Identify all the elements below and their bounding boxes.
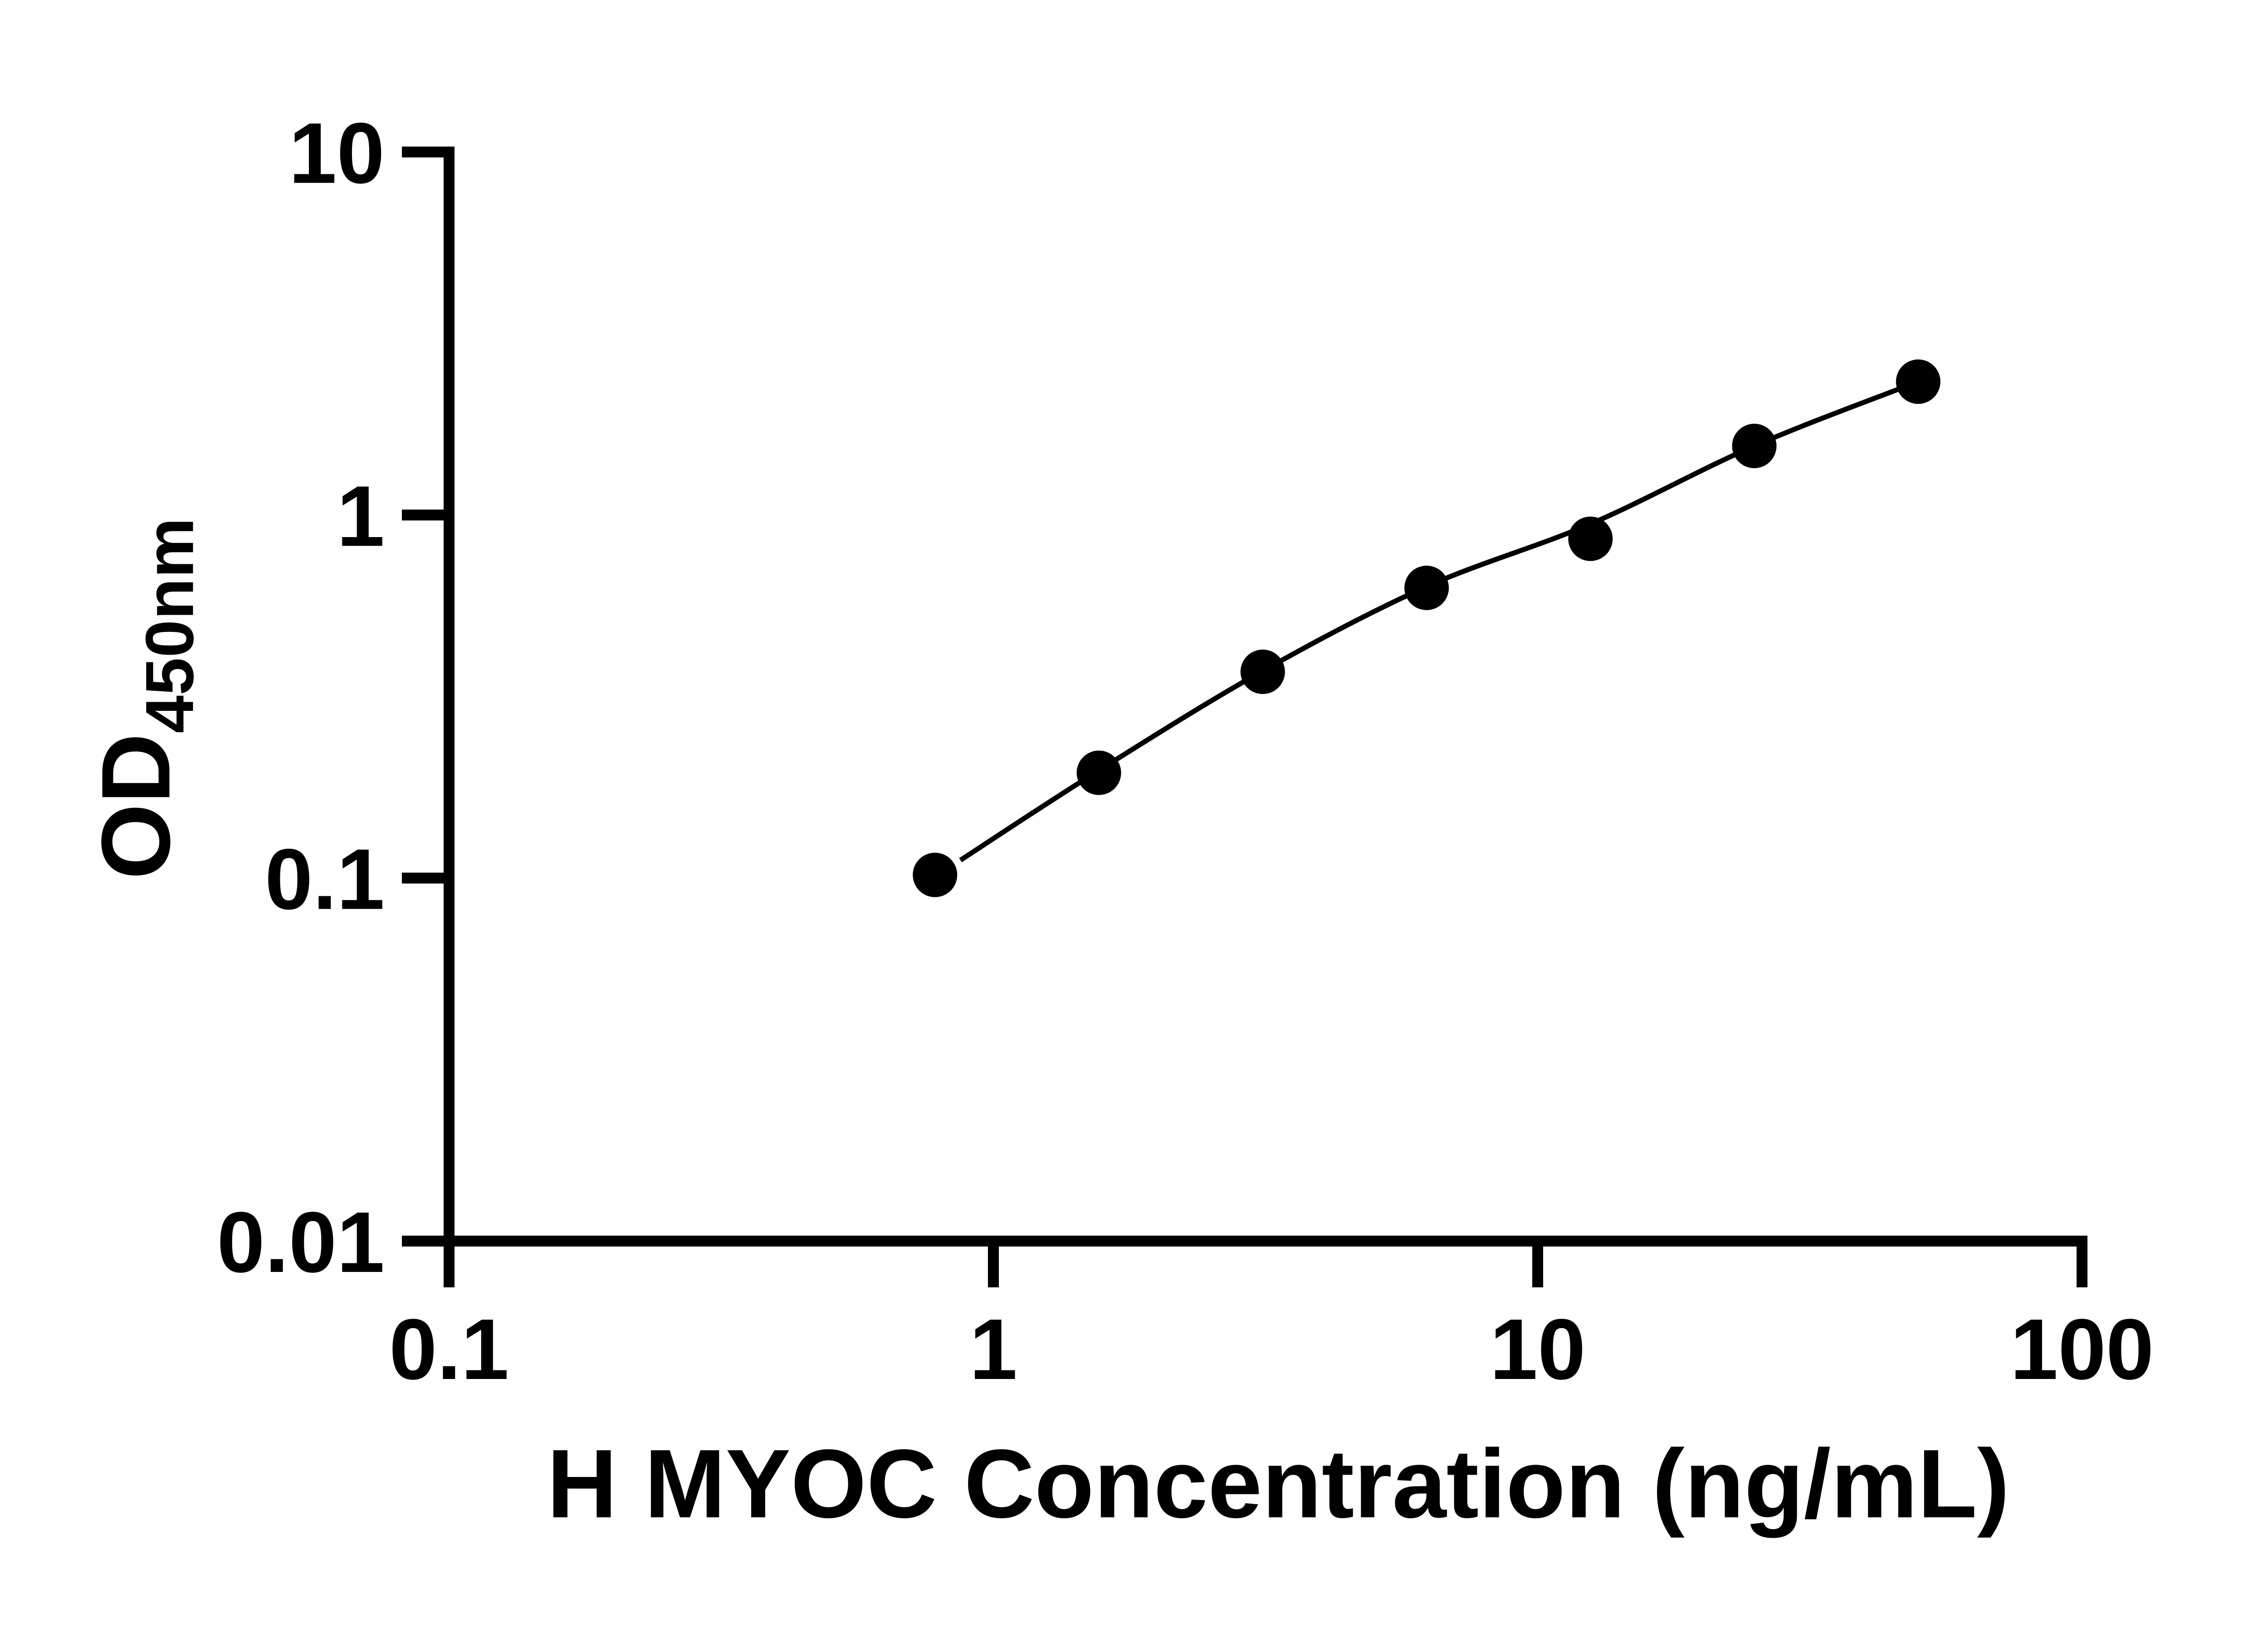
x-tick-label: 1 (969, 1301, 1017, 1398)
data-point (913, 852, 958, 897)
x-tick-label: 0.1 (389, 1301, 509, 1398)
x-tick-label: 10 (1490, 1301, 1585, 1398)
y-tick-label: 10 (289, 105, 385, 201)
data-point (1568, 516, 1613, 561)
y-axis-title-main: OD (81, 733, 191, 880)
data-point (1404, 566, 1449, 610)
y-axis-title-subscript: 450nm (131, 518, 208, 733)
x-tick-label: 100 (2010, 1301, 2154, 1398)
y-axis-title: OD450nm (81, 518, 208, 880)
y-tick-label: 1 (337, 468, 385, 564)
y-tick-label: 0.01 (217, 1194, 385, 1291)
data-point (1896, 359, 1941, 404)
data-point (1732, 424, 1777, 469)
x-axis-title: H MYOC Concentration (ng/mL) (547, 1429, 2010, 1538)
data-point (1076, 750, 1121, 795)
data-point (1240, 650, 1285, 694)
y-tick-label: 0.1 (265, 831, 385, 928)
